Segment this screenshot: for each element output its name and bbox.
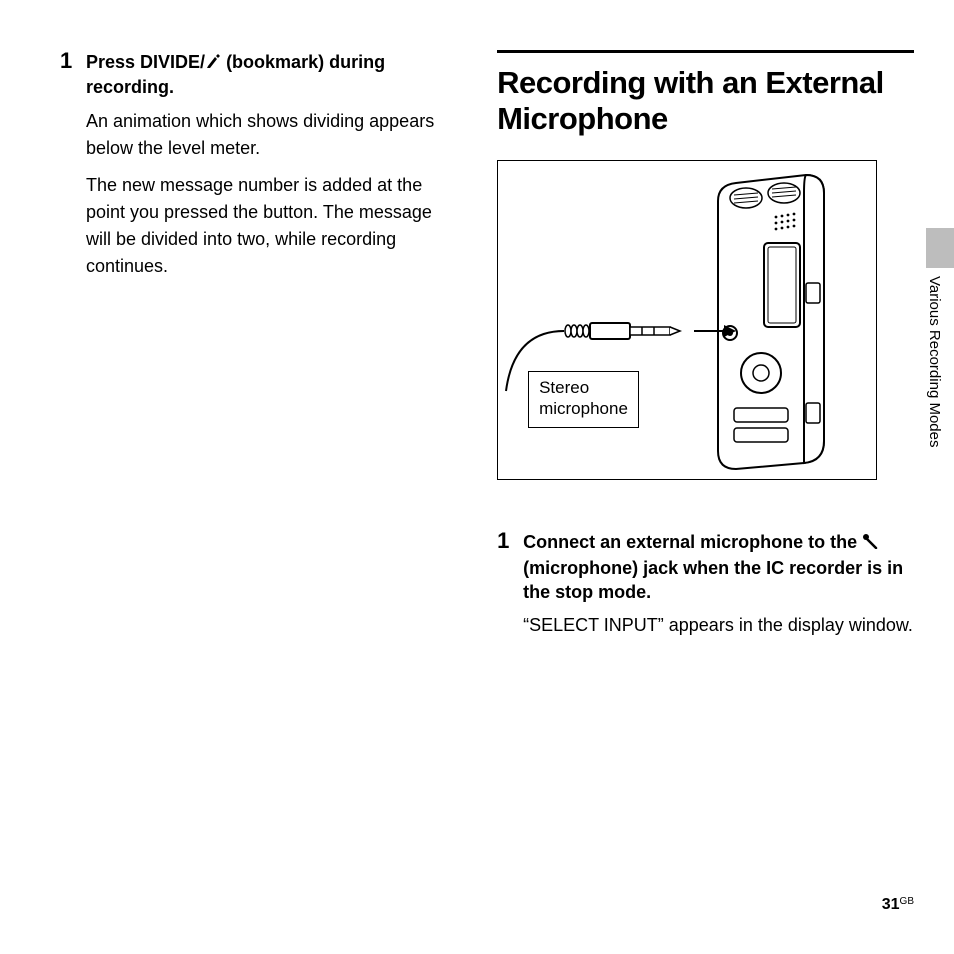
side-tab-marker	[926, 228, 954, 268]
mic-label-box: Stereo microphone	[528, 371, 639, 428]
mic-label-line2: microphone	[539, 399, 628, 418]
step-body: An animation which shows dividing appear…	[86, 108, 457, 280]
step-number: 1	[60, 50, 78, 100]
bookmark-icon	[205, 51, 221, 75]
connection-diagram: Stereo microphone	[497, 160, 877, 480]
mic-label-line1: Stereo	[539, 378, 589, 397]
step-para-1: “SELECT INPUT” appears in the display wi…	[523, 612, 914, 639]
step-number: 1	[497, 530, 515, 604]
left-step-1: 1 Press DIVIDE/ (bookmark) during record…	[60, 50, 457, 100]
side-tab-label: Various Recording Modes	[926, 268, 949, 447]
section-heading: Recording with an External Microphone	[497, 65, 914, 136]
step-title-post: (microphone) jack when the IC recorder i…	[523, 558, 903, 602]
step-title: Press DIVIDE/ (bookmark) during recordin…	[86, 50, 457, 100]
page-number: 31GB	[882, 896, 914, 914]
right-step-1: 1 Connect an external microphone to the …	[497, 530, 914, 604]
step-para-2: The new message number is added at the p…	[86, 172, 457, 280]
step-title-pre: Press DIVIDE/	[86, 52, 205, 72]
page-region: GB	[900, 896, 914, 907]
manual-page: 1 Press DIVIDE/ (bookmark) during record…	[0, 0, 954, 954]
side-tab: Various Recording Modes	[926, 228, 954, 508]
step-body: “SELECT INPUT” appears in the display wi…	[523, 612, 914, 639]
page-number-value: 31	[882, 896, 900, 913]
microphone-icon	[862, 531, 878, 555]
step-para-1: An animation which shows dividing appear…	[86, 108, 457, 162]
step-title: Connect an external microphone to the (m…	[523, 530, 914, 604]
section-rule	[497, 50, 914, 53]
step-title-pre: Connect an external microphone to the	[523, 532, 862, 552]
right-column: Recording with an External Microphone	[497, 50, 914, 914]
left-column: 1 Press DIVIDE/ (bookmark) during record…	[60, 50, 457, 914]
